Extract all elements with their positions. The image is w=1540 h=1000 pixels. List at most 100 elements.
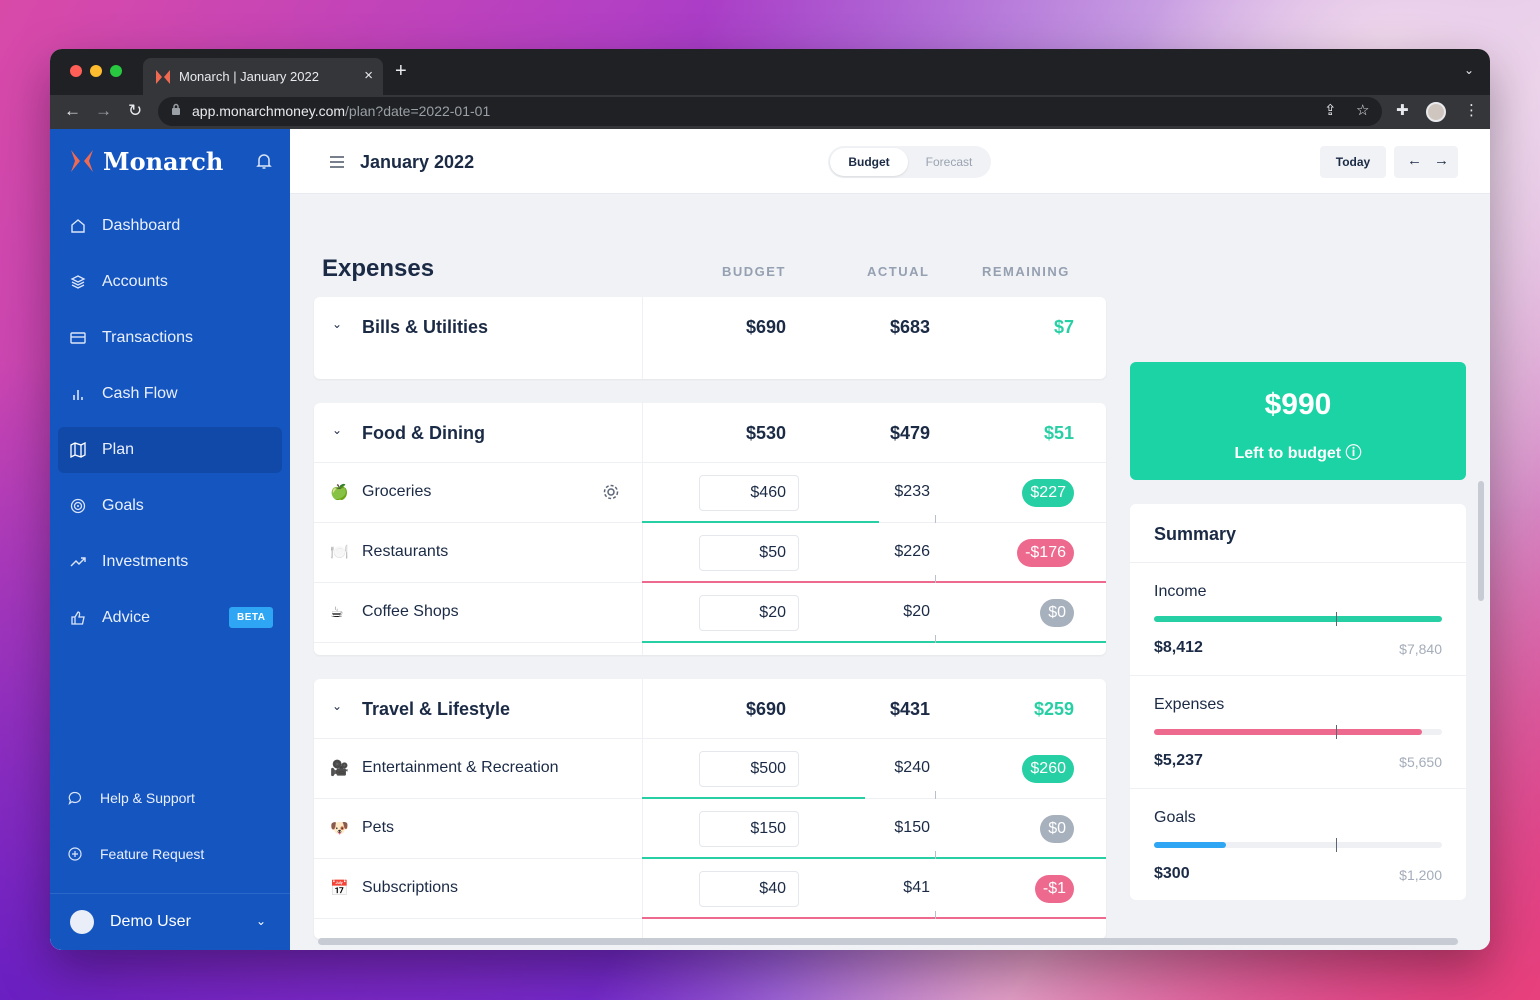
sidebar-item-cash-flow[interactable]: Cash Flow: [58, 371, 282, 417]
category-row[interactable]: ☕ Coffee Shops $20 $20 $0: [314, 583, 1106, 643]
today-button[interactable]: Today: [1320, 146, 1386, 178]
category-row[interactable]: 🎥 Entertainment & Recreation $500 $240 $…: [314, 739, 1106, 799]
sidebar-item-plan[interactable]: Plan: [58, 427, 282, 473]
budget-amount-input[interactable]: $20: [699, 595, 799, 631]
budget-amount-input[interactable]: $40: [699, 871, 799, 907]
page-header: January 2022 Budget Forecast Today ← →: [290, 129, 1490, 194]
sidebar-item-dashboard[interactable]: Dashboard: [58, 203, 282, 249]
gear-icon[interactable]: [602, 483, 620, 501]
actual-amount: $20: [903, 603, 930, 620]
forecast-toggle-button[interactable]: Forecast: [925, 155, 973, 169]
tab-search-icon[interactable]: ⌄: [1463, 63, 1474, 77]
group-header-row[interactable]: ⌄ Travel & Lifestyle $690 $431 $259: [314, 679, 1106, 739]
address-bar[interactable]: app.monarchmoney.com/plan?date=2022-01-0…: [158, 97, 1382, 126]
hamburger-menu-icon[interactable]: [330, 156, 344, 171]
sidebar-item-label: Plan: [102, 441, 135, 458]
budget-amount-input[interactable]: $460: [699, 475, 799, 511]
sidebar-item-advice[interactable]: Advice BETA: [58, 595, 282, 641]
summary-label: Expenses: [1154, 696, 1225, 713]
actual-amount: $240: [894, 759, 930, 776]
remaining-badge[interactable]: $0: [1040, 815, 1074, 843]
group-budget: $690: [745, 317, 786, 337]
vertical-scrollbar[interactable]: [1478, 481, 1484, 601]
browser-menu-icon[interactable]: ⋮: [1464, 102, 1479, 119]
notifications-bell-icon[interactable]: [255, 152, 273, 170]
sidebar-item-label: Accounts: [102, 273, 168, 290]
sidebar-item-goals[interactable]: Goals: [58, 483, 282, 529]
category-row[interactable]: 📅 Subscriptions $40 $41 -$1: [314, 859, 1106, 919]
coffee-icon: ☕: [330, 604, 344, 621]
plan-content: Expenses BUDGET ACTUAL REMAINING ⌄ Bills…: [290, 194, 1490, 950]
budget-amount-input[interactable]: $50: [699, 535, 799, 571]
category-name: Entertainment & Recreation: [362, 759, 559, 776]
close-tab-icon[interactable]: ×: [364, 67, 373, 84]
summary-budget: $7,840: [1399, 641, 1442, 657]
left-to-budget-card[interactable]: $990 Left to budget ⓘ: [1130, 362, 1466, 480]
progress-tick: [935, 791, 936, 799]
sidebar: Monarch Dashboard Accounts Transactions …: [50, 129, 290, 950]
sidebar-item-transactions[interactable]: Transactions: [58, 315, 282, 361]
previous-month-arrow-icon[interactable]: ←: [1407, 152, 1422, 169]
progress-tick: [935, 515, 936, 523]
layers-icon: [70, 275, 86, 289]
chevron-down-icon[interactable]: ⌄: [332, 699, 343, 713]
url-host: app.monarchmoney.com: [192, 103, 346, 119]
sidebar-item-investments[interactable]: Investments: [58, 539, 282, 585]
remaining-badge[interactable]: $260: [1022, 755, 1074, 783]
reload-icon[interactable]: ↻: [128, 101, 143, 120]
summary-value: $300: [1154, 865, 1190, 882]
budget-amount-input[interactable]: $500: [699, 751, 799, 787]
budget-toggle-button[interactable]: Budget: [830, 148, 908, 176]
beta-badge: BETA: [229, 607, 274, 628]
summary-progress-fill: [1154, 842, 1226, 848]
tab-bar: Monarch | January 2022 × + ⌄: [50, 49, 1490, 95]
actual-amount: $226: [894, 543, 930, 560]
card-icon: [70, 332, 86, 344]
group-header-row[interactable]: ⌄ Bills & Utilities $690 $683 $7: [314, 297, 1106, 357]
group-actual: $683: [889, 317, 930, 337]
remaining-badge[interactable]: -$1: [1034, 875, 1074, 903]
remaining-badge[interactable]: $0: [1040, 599, 1074, 627]
back-icon[interactable]: ←: [64, 101, 81, 120]
close-window-button[interactable]: [70, 65, 82, 77]
remaining-badge[interactable]: -$176: [1017, 539, 1074, 567]
left-to-budget-text: Left to budget: [1234, 445, 1342, 462]
new-tab-button[interactable]: +: [395, 60, 407, 82]
category-row[interactable]: 🍏 Groceries $460 $233 $227: [314, 463, 1106, 523]
browser-window: Monarch | January 2022 × + ⌄ ← → ↻ app.m…: [50, 49, 1490, 950]
browser-tab[interactable]: Monarch | January 2022 ×: [143, 58, 383, 95]
category-row[interactable]: 🐶 Pets $150 $150 $0: [314, 799, 1106, 859]
summary-value: $5,237: [1154, 752, 1203, 769]
sidebar-item-label: Dashboard: [102, 217, 181, 234]
sidebar-item-accounts[interactable]: Accounts: [58, 259, 282, 305]
user-name: Demo User: [110, 913, 191, 930]
sidebar-item-label: Advice: [102, 609, 151, 626]
category-name: Subscriptions: [362, 879, 459, 896]
extensions-puzzle-icon[interactable]: ✚: [1396, 102, 1409, 119]
category-row[interactable]: 🍽️ Restaurants $50 $226 -$176: [314, 523, 1106, 583]
bookmark-star-icon[interactable]: ☆: [1356, 102, 1370, 119]
next-month-arrow-icon[interactable]: →: [1434, 152, 1449, 169]
chevron-down-icon[interactable]: ⌄: [332, 423, 343, 437]
chevron-down-icon[interactable]: ⌄: [332, 317, 343, 331]
info-icon[interactable]: ⓘ: [1345, 445, 1362, 462]
progress-tick: [935, 635, 936, 643]
url-path: /plan?date=2022-01-01: [345, 103, 491, 119]
forward-icon[interactable]: →: [95, 101, 112, 120]
group-name: Travel & Lifestyle: [362, 699, 511, 719]
user-menu[interactable]: Demo User ⌄: [50, 893, 290, 950]
profile-avatar-icon[interactable]: [1426, 102, 1446, 122]
bar-chart-icon: [73, 390, 83, 400]
horizontal-scrollbar[interactable]: [318, 938, 1458, 945]
category-progress-bar: [642, 917, 1106, 919]
group-header-row[interactable]: ⌄ Food & Dining $530 $479 $51: [314, 403, 1106, 463]
maximize-window-button[interactable]: [110, 65, 122, 77]
expenses-title: Expenses: [322, 255, 435, 282]
remaining-badge[interactable]: $227: [1022, 479, 1074, 507]
column-divider: [642, 679, 643, 939]
minimize-window-button[interactable]: [90, 65, 102, 77]
share-icon[interactable]: ⇪: [1324, 102, 1337, 119]
budget-amount-input[interactable]: $150: [699, 811, 799, 847]
summary-budget-tick: [1336, 838, 1337, 852]
sidebar-item-label: Cash Flow: [102, 385, 178, 402]
